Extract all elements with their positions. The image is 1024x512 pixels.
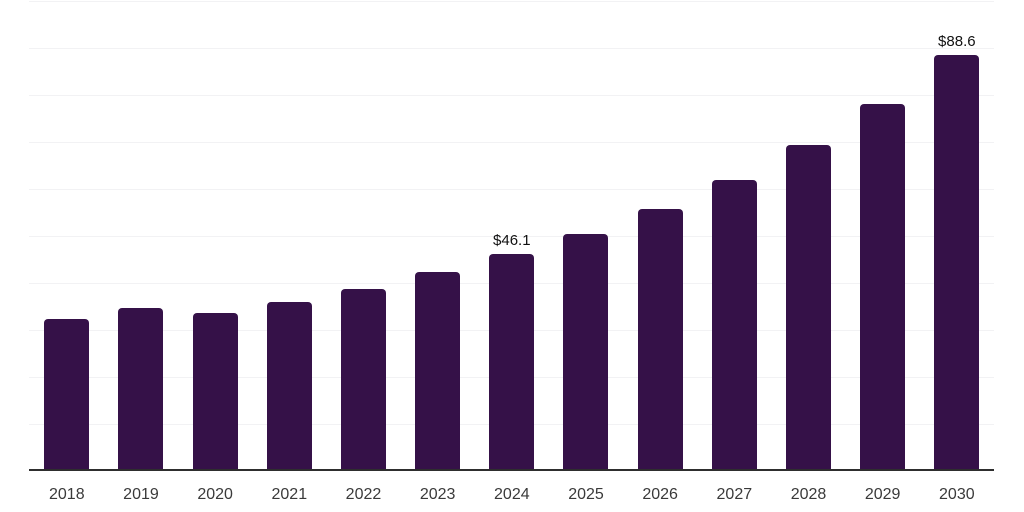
x-axis-label-2021: 2021 bbox=[271, 486, 308, 503]
bar-2029 bbox=[860, 103, 906, 471]
x-axis-label-2019: 2019 bbox=[123, 486, 159, 503]
gridline bbox=[29, 1, 994, 2]
x-axis-label-2029: 2029 bbox=[864, 486, 901, 503]
bar-2027 bbox=[711, 180, 757, 471]
x-axis-line bbox=[29, 469, 994, 471]
x-axis-label-2024: 2024 bbox=[494, 486, 530, 503]
gridline bbox=[29, 48, 994, 49]
bar-2030 bbox=[934, 54, 980, 471]
bar-2028 bbox=[786, 144, 831, 471]
bar-2022 bbox=[340, 289, 386, 471]
bar-2024 bbox=[489, 254, 535, 471]
x-axis-label-2026: 2026 bbox=[642, 486, 678, 503]
x-axis-label-2020: 2020 bbox=[197, 486, 233, 503]
x-axis-label-2022: 2022 bbox=[345, 486, 382, 503]
x-axis-label-2030: 2030 bbox=[939, 486, 975, 503]
bar-2025 bbox=[563, 234, 609, 471]
gridline bbox=[29, 142, 994, 143]
bar-2021 bbox=[266, 301, 312, 471]
x-axis-label-2025: 2025 bbox=[568, 486, 604, 503]
bar-2026 bbox=[637, 209, 683, 471]
x-axis-label-2027: 2027 bbox=[716, 486, 753, 503]
bar-2018 bbox=[44, 319, 90, 471]
gridline bbox=[29, 95, 994, 96]
bar-2020 bbox=[192, 313, 238, 471]
value-label-2030: $88.6 bbox=[938, 32, 976, 50]
x-axis-label-2028: 2028 bbox=[790, 486, 827, 503]
value-label-2024: $46.1 bbox=[493, 232, 531, 250]
gridline bbox=[29, 189, 994, 190]
bar-2019 bbox=[118, 308, 164, 471]
x-axis-label-2018: 2018 bbox=[49, 486, 85, 503]
x-axis-label-2023: 2023 bbox=[419, 486, 456, 503]
gridline bbox=[29, 236, 994, 237]
bar-2023 bbox=[415, 272, 461, 471]
